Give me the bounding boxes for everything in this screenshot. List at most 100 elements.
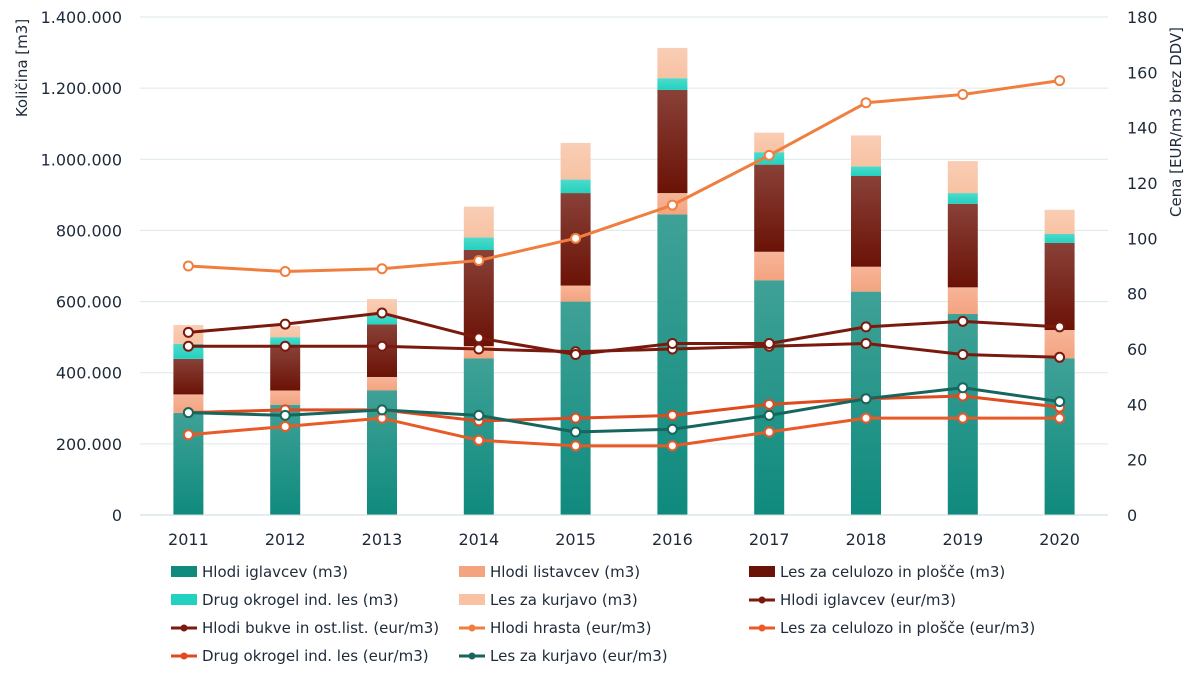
bar-les-za-kurjavo-m3-2018 (851, 135, 881, 167)
bar-les-za-kurjavo-m3-2020 (1044, 209, 1075, 234)
legend-marker (758, 624, 766, 632)
left-axis-title: Količina [m3] (13, 19, 31, 117)
right-tick-label: 40 (1127, 395, 1147, 414)
bar-drug-okrogel-ind-les-m3-2018 (851, 166, 881, 177)
x-tick-label: 2011 (168, 530, 209, 549)
x-tick-label: 2019 (942, 530, 983, 549)
x-axis: 2011 2012 2013 2014 2015 2016 2017 2018 2019 2020 (140, 514, 1108, 549)
legend-marker (758, 596, 766, 604)
right-axis-title: Cena [EUR/m3 brez DDV] (1167, 27, 1185, 217)
left-tick-label: 600.000 (56, 293, 122, 312)
point-les-za-celulozo-in-plo-e-eur-m3-2018 (860, 412, 872, 424)
point-hlodi-hrasta-eur-m3-2015 (570, 232, 582, 244)
point-hlodi-iglavcev-eur-m3-2020 (1054, 351, 1066, 363)
bar-les-za-kurjavo-m3-2017 (754, 132, 785, 153)
point-hlodi-bukve-in-ost-list-eur-m3-2019 (957, 315, 969, 327)
legend-item-hlodi-bukve-in-ost-list-eur-m3: Hlodi bukve in ost.list. (eur/m3) (171, 619, 439, 637)
bar-hlodi-listavcev-m3-2012 (270, 390, 301, 405)
legend-label: Les za celulozo in plošče (m3) (780, 563, 1005, 581)
point-les-za-kurjavo-eur-m3-2015 (570, 426, 582, 438)
legend-item-hlodi-hrasta-eur-m3: Hlodi hrasta (eur/m3) (459, 619, 651, 637)
point-les-za-celulozo-in-plo-e-eur-m3-2015 (570, 440, 582, 452)
bar-les-za-celulozo-in-plo-e-m3-2016 (657, 89, 688, 194)
point-hlodi-iglavcev-eur-m3-2013 (376, 340, 388, 352)
x-tick-label: 2017 (749, 530, 790, 549)
x-tick-label: 2020 (1039, 530, 1080, 549)
bar-les-za-celulozo-in-plo-e-m3-2017 (754, 164, 785, 252)
bar-les-za-kurjavo-m3-2015 (560, 142, 591, 180)
legend-marker (180, 652, 188, 660)
point-les-za-kurjavo-eur-m3-2018 (860, 393, 872, 405)
x-tick-label: 2013 (362, 530, 403, 549)
bar-hlodi-listavcev-m3-2015 (560, 285, 591, 302)
legend-item-les-za-celulozo-in-plo-e-m3: Les za celulozo in plošče (m3) (749, 563, 1005, 581)
point-hlodi-hrasta-eur-m3-2018 (860, 97, 872, 109)
point-les-za-kurjavo-eur-m3-2013 (376, 404, 388, 416)
legend-label: Les za celulozo in plošče (eur/m3) (780, 619, 1035, 637)
bar-hlodi-iglavcev-m3-2016 (657, 214, 688, 515)
right-tick-label: 120 (1127, 174, 1158, 193)
line-les-za-kurjavo-eur-m3 (188, 386, 1060, 434)
line-hlodi-bukve-in-ost-list-eur-m3 (188, 311, 1060, 357)
legend-label: Hlodi iglavcev (m3) (202, 563, 348, 581)
x-tick-label: 2012 (265, 530, 306, 549)
legend-label: Drug okrogel ind. les (m3) (202, 591, 399, 609)
bar-hlodi-iglavcev-m3-2017 (754, 280, 785, 515)
legend-item-hlodi-listavcev-m3: Hlodi listavcev (m3) (459, 563, 640, 581)
legend-swatch (171, 594, 197, 605)
point-hlodi-hrasta-eur-m3-2019 (957, 88, 969, 100)
point-les-za-celulozo-in-plo-e-eur-m3-2020 (1054, 412, 1066, 424)
point-hlodi-bukve-in-ost-list-eur-m3-2011 (182, 326, 194, 338)
point-hlodi-bukve-in-ost-list-eur-m3-2013 (376, 307, 388, 319)
right-tick-label: 80 (1127, 285, 1147, 304)
legend-swatch (171, 566, 197, 577)
point-hlodi-iglavcev-eur-m3-2012 (279, 340, 291, 352)
right-tick-label: 0 (1127, 506, 1137, 525)
left-tick-label: 400.000 (56, 364, 122, 383)
bar-les-za-celulozo-in-plo-e-m3-2020 (1044, 242, 1075, 331)
legend-swatch (459, 594, 485, 605)
price-lines-layer (182, 75, 1066, 452)
point-les-za-celulozo-in-plo-e-eur-m3-2012 (279, 420, 291, 432)
bar-hlodi-iglavcev-m3-2020 (1044, 358, 1075, 515)
left-y-axis: 0 200.000 400.000 600.000 800.000 1.000.000 1.… (41, 8, 122, 525)
left-tick-label: 1.400.000 (41, 8, 122, 27)
point-les-za-celulozo-in-plo-e-eur-m3-2019 (957, 412, 969, 424)
left-tick-label: 1.200.000 (41, 79, 122, 98)
left-tick-label: 1.000.000 (41, 150, 122, 169)
point-hlodi-hrasta-eur-m3-2017 (763, 149, 775, 161)
point-drug-okrogel-ind-les-eur-m3-2017 (763, 398, 775, 410)
bar-hlodi-listavcev-m3-2019 (947, 287, 978, 315)
bar-les-za-celulozo-in-plo-e-m3-2014 (463, 249, 494, 347)
point-drug-okrogel-ind-les-eur-m3-2016 (666, 409, 678, 421)
bar-les-za-kurjavo-m3-2013 (367, 299, 397, 316)
point-les-za-kurjavo-eur-m3-2017 (763, 409, 775, 421)
legend-label: Hlodi hrasta (eur/m3) (490, 619, 651, 637)
legend-item-hlodi-iglavcev-eur-m3: Hlodi iglavcev (eur/m3) (749, 591, 956, 609)
legend-marker (468, 652, 476, 660)
gridlines (140, 16, 1108, 516)
bar-les-za-kurjavo-m3-2014 (463, 206, 494, 238)
x-tick-label: 2018 (846, 530, 887, 549)
right-tick-label: 140 (1127, 119, 1158, 138)
point-les-za-kurjavo-eur-m3-2019 (957, 382, 969, 394)
point-hlodi-bukve-in-ost-list-eur-m3-2018 (860, 321, 872, 333)
bar-les-za-celulozo-in-plo-e-m3-2012 (270, 346, 301, 391)
point-hlodi-hrasta-eur-m3-2012 (279, 266, 291, 278)
point-hlodi-iglavcev-eur-m3-2018 (860, 337, 872, 349)
point-hlodi-bukve-in-ost-list-eur-m3-2012 (279, 318, 291, 330)
bar-hlodi-listavcev-m3-2017 (754, 251, 785, 281)
legend-item-hlodi-iglavcev-m3: Hlodi iglavcev (m3) (171, 563, 348, 581)
bar-hlodi-listavcev-m3-2018 (851, 266, 881, 292)
right-tick-label: 100 (1127, 229, 1158, 248)
legend-item-les-za-kurjavo-m3: Les za kurjavo (m3) (459, 591, 638, 609)
legend-swatch (749, 566, 775, 577)
legend-label: Les za kurjavo (eur/m3) (490, 647, 668, 665)
bar-drug-okrogel-ind-les-m3-2014 (463, 237, 494, 250)
left-tick-label: 200.000 (56, 435, 122, 454)
x-tick-label: 2014 (458, 530, 499, 549)
bar-hlodi-listavcev-m3-2011 (173, 394, 204, 413)
line-hlodi-hrasta-eur-m3 (188, 79, 1060, 274)
x-tick-label: 2016 (652, 530, 693, 549)
